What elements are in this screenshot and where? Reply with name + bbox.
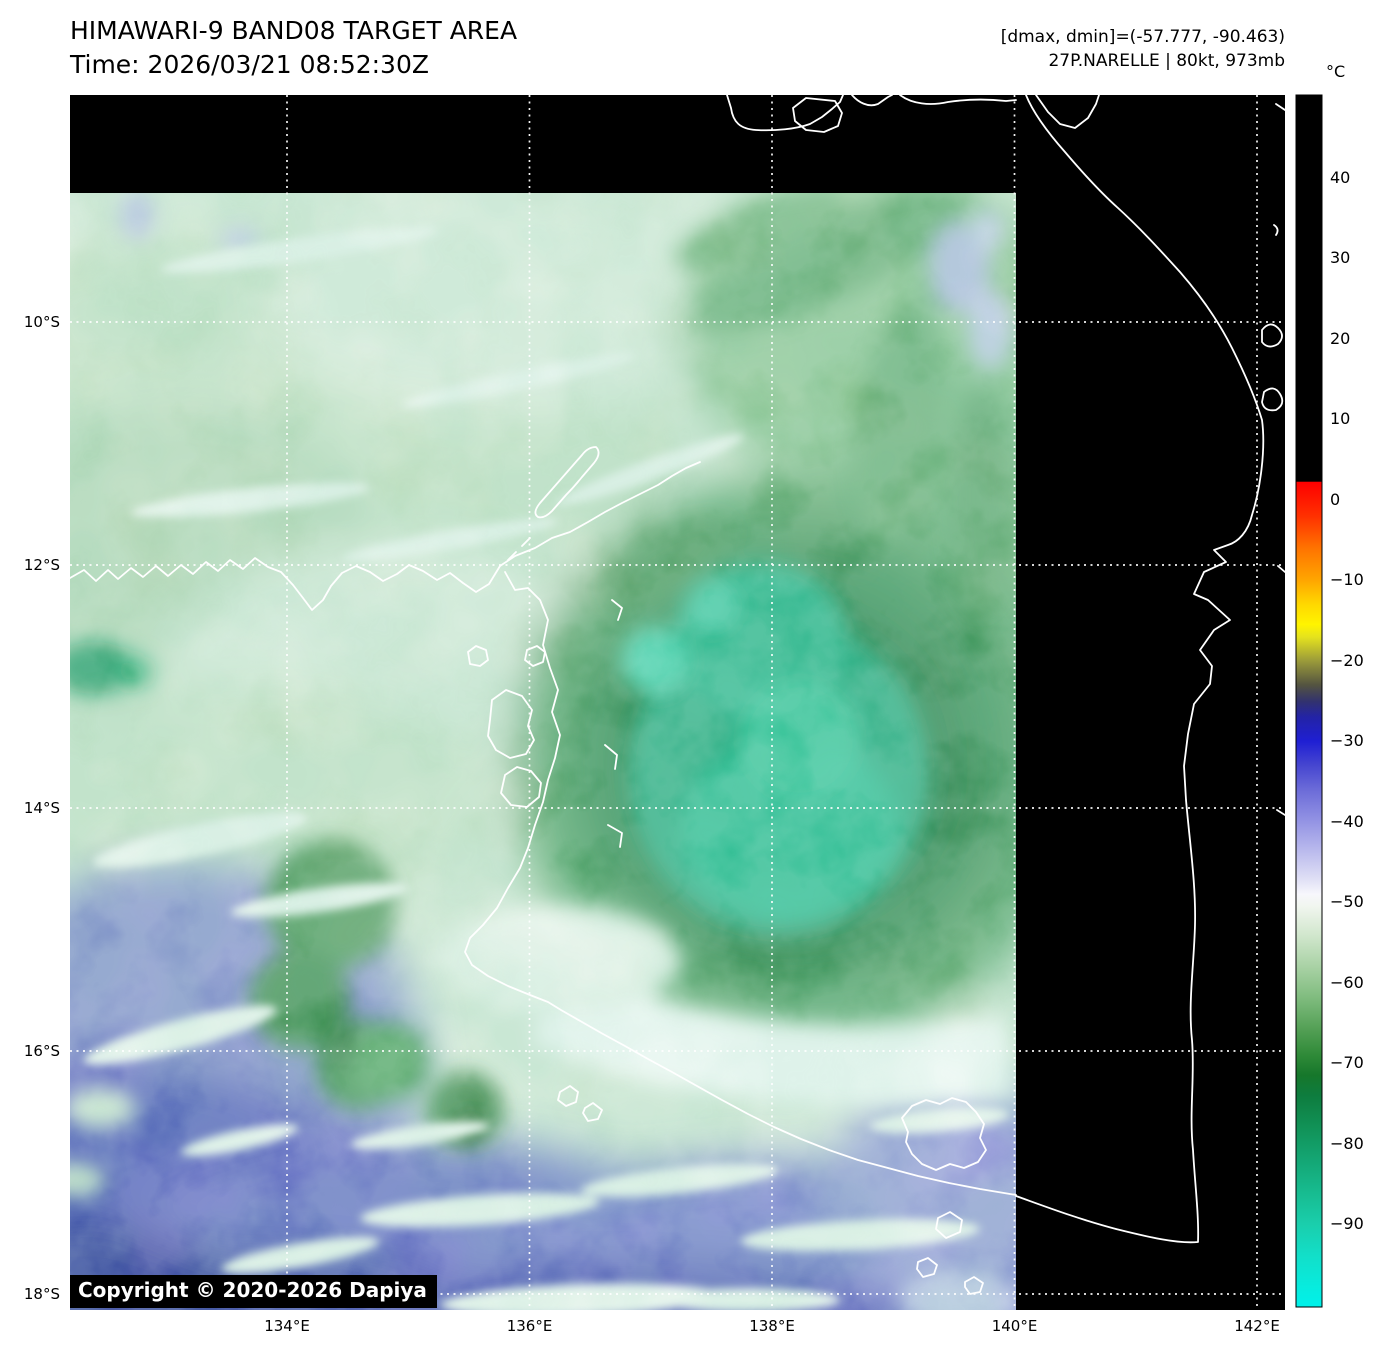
timestamp: Time: 2026/03/21 08:52:30Z: [70, 50, 429, 79]
colorbar-tick--20: −20: [1330, 650, 1364, 670]
satellite-map-plot: [70, 95, 1285, 1310]
colorbar-tick-30: 30: [1330, 248, 1351, 268]
lon-tick-label-140: 140°E: [991, 1317, 1038, 1335]
copyright-badge: Copyright © 2020-2026 Dapiya: [70, 1275, 437, 1308]
coastline-wessel-islands: [507, 446, 600, 561]
coastline-overlay: [70, 95, 1285, 1295]
coastline-arnhem: [70, 461, 701, 611]
colorbar-tick--40: −40: [1330, 811, 1364, 831]
colorbar-tick-20: 20: [1330, 328, 1351, 348]
satellite-cloud-imagery: [70, 193, 1016, 1310]
colorbar-tick--90: −90: [1330, 1214, 1364, 1234]
coastline-cape-york: [1015, 95, 1265, 1244]
coastline-new-guinea: [726, 95, 1100, 133]
coastline-islands-fragments: [1261, 103, 1285, 816]
colorbar-tick--30: −30: [1330, 731, 1364, 751]
dmax-dmin-info: [dmax, dmin]=(-57.777, -90.463): [1000, 27, 1285, 47]
colorbar-tick-10: 10: [1330, 409, 1351, 429]
lon-tick-label-138: 138°E: [749, 1317, 795, 1335]
lat-tick-label-12: 12°S: [23, 556, 60, 574]
lat-tick-label-18: 18°S: [23, 1285, 60, 1303]
colorbar-tick--80: −80: [1330, 1133, 1364, 1153]
colorbar-tick-40: 40: [1330, 167, 1351, 187]
colorbar-tick--70: −70: [1330, 1053, 1364, 1073]
colorbar-tick--60: −60: [1330, 972, 1364, 992]
colorbar-tick--50: −50: [1330, 892, 1364, 912]
coastline-pellew: [557, 1085, 603, 1122]
colorbar: [1295, 94, 1323, 1308]
lat-tick-label-16: 16°S: [23, 1042, 60, 1060]
lat-tick-label-14: 14°S: [23, 799, 60, 817]
lat-tick-label-10: 10°S: [23, 313, 60, 331]
storm-info: 27P.NARELLE | 80kt, 973mb: [1048, 51, 1285, 71]
coastline-wellesley: [901, 1097, 987, 1295]
colorbar-unit-label: °C: [1326, 62, 1346, 81]
colorbar-tick--10: −10: [1330, 570, 1364, 590]
colorbar-tick-0: 0: [1330, 489, 1341, 509]
colorbar-gradient: [1295, 94, 1323, 1308]
coastline-gulf: [464, 571, 1017, 1196]
lon-tick-label-136: 136°E: [506, 1317, 553, 1335]
page-title: HIMAWARI-9 BAND08 TARGET AREA: [70, 16, 518, 45]
lon-tick-label-134: 134°E: [264, 1317, 310, 1335]
lon-tick-label-142: 142°E: [1234, 1317, 1280, 1335]
